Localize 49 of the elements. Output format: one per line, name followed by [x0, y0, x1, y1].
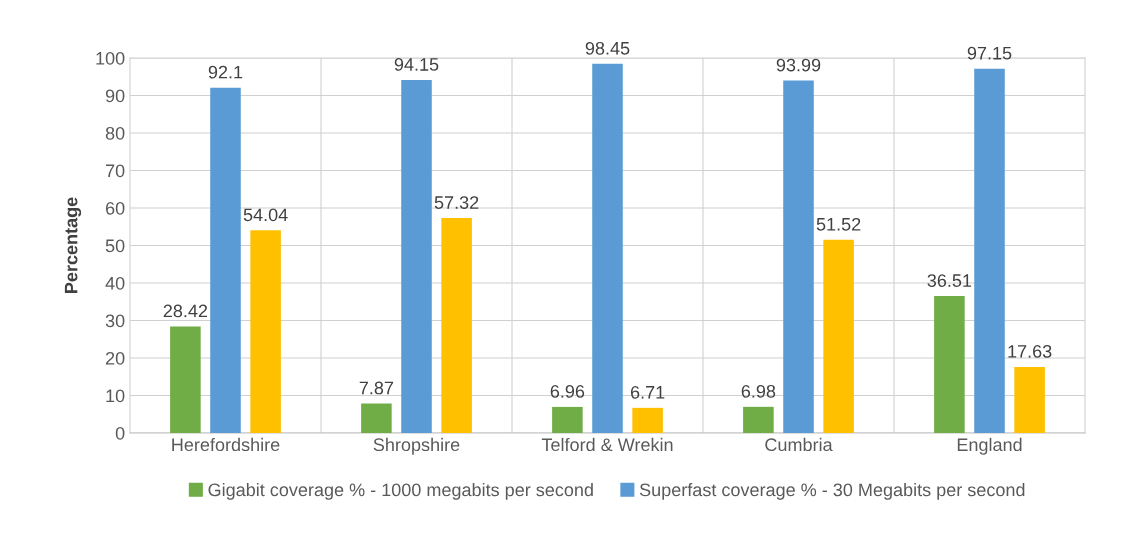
data-label: 6.96 [550, 384, 585, 398]
x-tick-label: England [957, 437, 1022, 455]
bar [743, 406, 774, 433]
data-label: 36.51 [927, 274, 972, 287]
bar [170, 326, 201, 433]
data-label: 6.98 [741, 384, 776, 398]
x-tick-label: Cumbria [765, 437, 833, 452]
data-label: 17.63 [1008, 344, 1052, 358]
legend-label: Gigabit coverage % - 1000 megabits per second [208, 483, 593, 500]
data-label: 92.1 [208, 65, 243, 79]
data-label: 93.99 [776, 58, 821, 72]
bar [361, 403, 392, 433]
bar [401, 79, 432, 433]
bar [783, 80, 814, 433]
bar [823, 239, 854, 433]
y-tick-label: 90 [105, 89, 125, 103]
y-tick-label: 0 [115, 426, 125, 440]
data-label: 28.42 [163, 304, 208, 318]
y-tick-label: 50 [105, 239, 125, 253]
bar [934, 296, 965, 433]
legend-label: Superfast coverage % - 30 Megabits per second [639, 483, 1025, 500]
x-tick-label: Telford & Wrekin [541, 437, 673, 452]
data-label: 57.32 [434, 196, 479, 209]
bar [632, 407, 663, 433]
data-label: 6.71 [630, 385, 665, 399]
y-tick-label: 30 [105, 314, 125, 328]
data-label: 54.04 [243, 208, 288, 222]
bar [1014, 366, 1045, 433]
y-tick-label: 70 [105, 164, 125, 178]
data-label: 51.52 [816, 217, 861, 231]
x-tick-label: Shropshire [373, 437, 460, 455]
bar [250, 230, 281, 433]
data-label: 7.87 [359, 381, 394, 395]
bar [441, 218, 472, 433]
bar [552, 406, 583, 433]
y-tick-label: 100 [96, 51, 125, 65]
y-tick-label: 40 [105, 276, 125, 290]
data-label: 98.45 [585, 41, 630, 55]
y-tick-label: 10 [106, 389, 125, 403]
y-axis-title: Percentage [64, 197, 82, 293]
bar [974, 68, 1005, 433]
y-tick-label: 80 [105, 126, 125, 140]
bar [592, 63, 623, 433]
x-tick-label: Herefordshire [172, 437, 280, 452]
data-label: 94.15 [394, 58, 439, 71]
y-tick-label: 60 [105, 201, 125, 215]
bar [210, 87, 241, 433]
data-label: 97.15 [967, 46, 1012, 60]
y-tick-label: 20 [105, 351, 125, 365]
